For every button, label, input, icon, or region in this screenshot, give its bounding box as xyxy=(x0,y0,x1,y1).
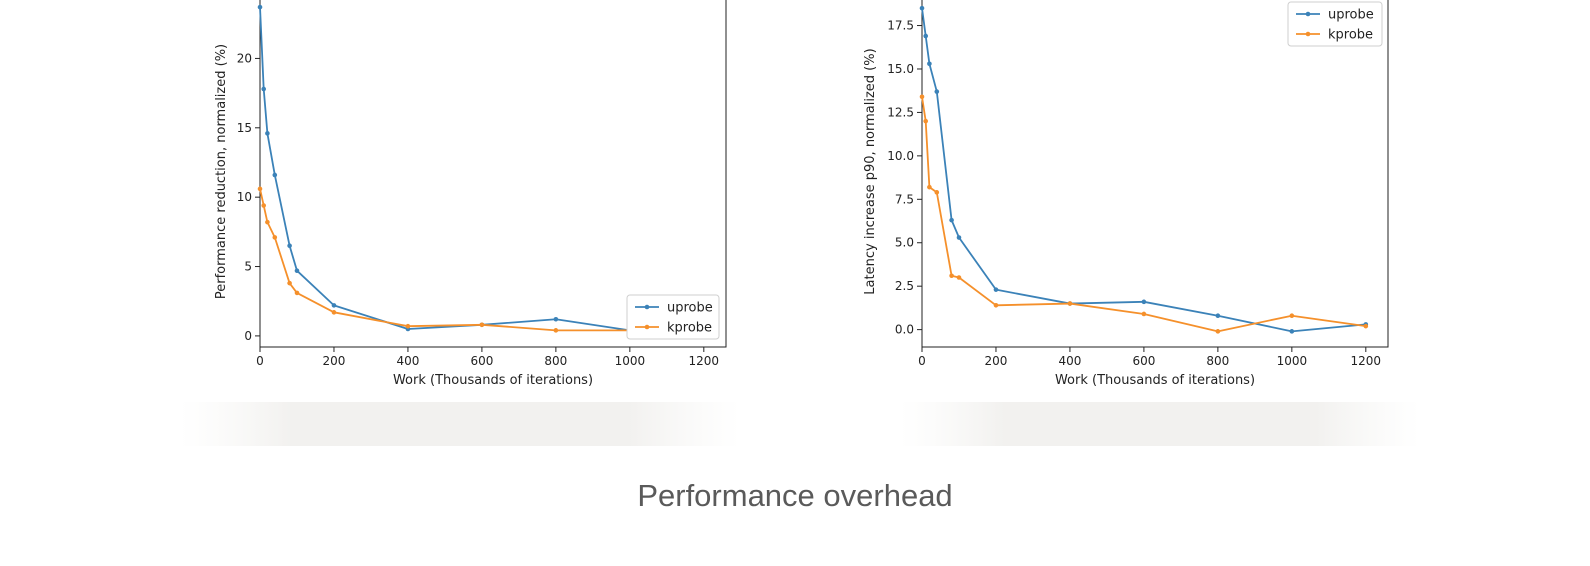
data-point-kprobe xyxy=(272,235,278,240)
data-point-kprobe xyxy=(257,186,263,192)
data-point-uprobe xyxy=(553,316,559,322)
data-point-kprobe xyxy=(1141,311,1147,317)
data-point-kprobe xyxy=(287,280,292,286)
data-point-kprobe xyxy=(919,94,925,100)
series-line-kprobe xyxy=(921,96,1366,333)
x-tick-label: 200 xyxy=(323,354,346,368)
series-line-kprobe xyxy=(259,188,630,332)
x-tick-label: 1200 xyxy=(689,354,720,368)
data-point-kprobe xyxy=(265,219,270,225)
data-point-kprobe xyxy=(1067,301,1073,306)
legend-box xyxy=(1287,1,1383,47)
series-line-uprobe xyxy=(921,8,1366,333)
data-point-uprobe xyxy=(1289,329,1295,334)
legend-label-uprobe: uprobe xyxy=(1328,8,1374,23)
series-line-uprobe xyxy=(259,7,630,332)
data-point-kprobe xyxy=(261,203,266,208)
chart-performance-reduction: 0 200 400 600 800 1000 1200 0 5 10 15 20 Work (Thous… xyxy=(214,0,727,388)
x-tick-label: 600 xyxy=(470,354,493,368)
y-tick-label: 20 xyxy=(237,51,252,65)
x-tick-label: 0 xyxy=(918,354,926,368)
data-point-uprobe xyxy=(949,217,954,223)
x-tick-label: 400 xyxy=(396,354,419,368)
reflection-left xyxy=(180,402,740,446)
axes-frame xyxy=(921,0,1389,348)
legend-label-uprobe: uprobe xyxy=(667,301,713,316)
data-point-kprobe xyxy=(553,328,559,333)
data-point-kprobe xyxy=(405,323,411,329)
legend-marker-uprobe xyxy=(644,304,650,310)
data-point-kprobe xyxy=(949,273,954,279)
data-point-kprobe xyxy=(927,184,932,190)
chart-latency-increase: 0 200 400 600 800 1000 1200 0.0 2.5 5.0 7.5 10.0 12.… xyxy=(863,0,1389,388)
data-point-kprobe xyxy=(294,290,300,296)
y-axis-label: Performance reduction, normalized (%) xyxy=(214,44,229,299)
axes-frame xyxy=(259,0,727,348)
y-tick-label: 10.0 xyxy=(887,149,914,163)
x-axis-label: Work (Thousands of iterations) xyxy=(393,373,593,388)
x-tick-label: 0 xyxy=(256,354,264,368)
y-tick-label: 5 xyxy=(244,260,252,274)
y-tick-label: 2.5 xyxy=(895,279,914,293)
data-point-uprobe xyxy=(261,86,266,92)
x-tick-label: 1200 xyxy=(1351,354,1382,368)
data-point-kprobe xyxy=(331,310,337,315)
y-tick-label: 0 xyxy=(244,329,252,343)
legend-label-kprobe: kprobe xyxy=(667,321,712,336)
data-point-uprobe xyxy=(956,235,962,240)
y-tick-label: 15 xyxy=(237,121,252,135)
x-tick-label: 200 xyxy=(985,354,1008,368)
data-point-uprobe xyxy=(257,4,263,10)
data-point-kprobe xyxy=(923,118,928,124)
y-tick-label: 10 xyxy=(237,190,252,204)
data-point-uprobe xyxy=(294,268,300,273)
data-point-kprobe xyxy=(1215,329,1221,334)
data-point-kprobe xyxy=(1363,323,1369,329)
data-point-uprobe xyxy=(287,243,292,249)
x-tick-label: 1000 xyxy=(615,354,646,368)
x-tick-label: 800 xyxy=(1206,354,1229,368)
x-tick-label: 400 xyxy=(1058,354,1081,368)
data-point-kprobe xyxy=(956,275,962,280)
data-point-uprobe xyxy=(1141,299,1147,305)
legend-label-kprobe: kprobe xyxy=(1328,28,1373,43)
data-point-uprobe xyxy=(923,33,928,39)
y-tick-label: 12.5 xyxy=(887,105,914,119)
x-tick-label: 800 xyxy=(544,354,567,368)
legend-box xyxy=(626,294,720,340)
y-tick-label: 7.5 xyxy=(895,192,914,206)
legend-marker-uprobe xyxy=(1305,11,1311,17)
data-point-uprobe xyxy=(919,5,925,11)
x-tick-label: 600 xyxy=(1132,354,1155,368)
legend-marker-kprobe xyxy=(1305,31,1311,37)
figure-caption: Performance overhead xyxy=(637,478,953,513)
y-tick-label: 0.0 xyxy=(895,323,914,337)
x-tick-label: 1000 xyxy=(1277,354,1308,368)
reflection-right xyxy=(900,402,1420,446)
legend-marker-kprobe xyxy=(644,324,650,330)
data-point-uprobe xyxy=(934,89,940,94)
data-point-kprobe xyxy=(934,190,940,195)
data-point-uprobe xyxy=(272,172,278,178)
y-axis-label: Latency increase p90, normalized (%) xyxy=(863,48,878,294)
data-point-uprobe xyxy=(927,61,932,67)
data-point-kprobe xyxy=(479,322,485,328)
y-tick-label: 5.0 xyxy=(895,236,914,250)
y-tick-label: 17.5 xyxy=(887,19,914,33)
data-point-kprobe xyxy=(1289,313,1295,319)
data-point-uprobe xyxy=(993,287,999,292)
data-point-uprobe xyxy=(331,303,337,308)
data-point-uprobe xyxy=(1215,313,1221,319)
data-point-uprobe xyxy=(265,131,270,136)
x-axis-label: Work (Thousands of iterations) xyxy=(1055,373,1255,388)
y-tick-label: 15.0 xyxy=(887,62,914,76)
data-point-kprobe xyxy=(993,302,999,308)
